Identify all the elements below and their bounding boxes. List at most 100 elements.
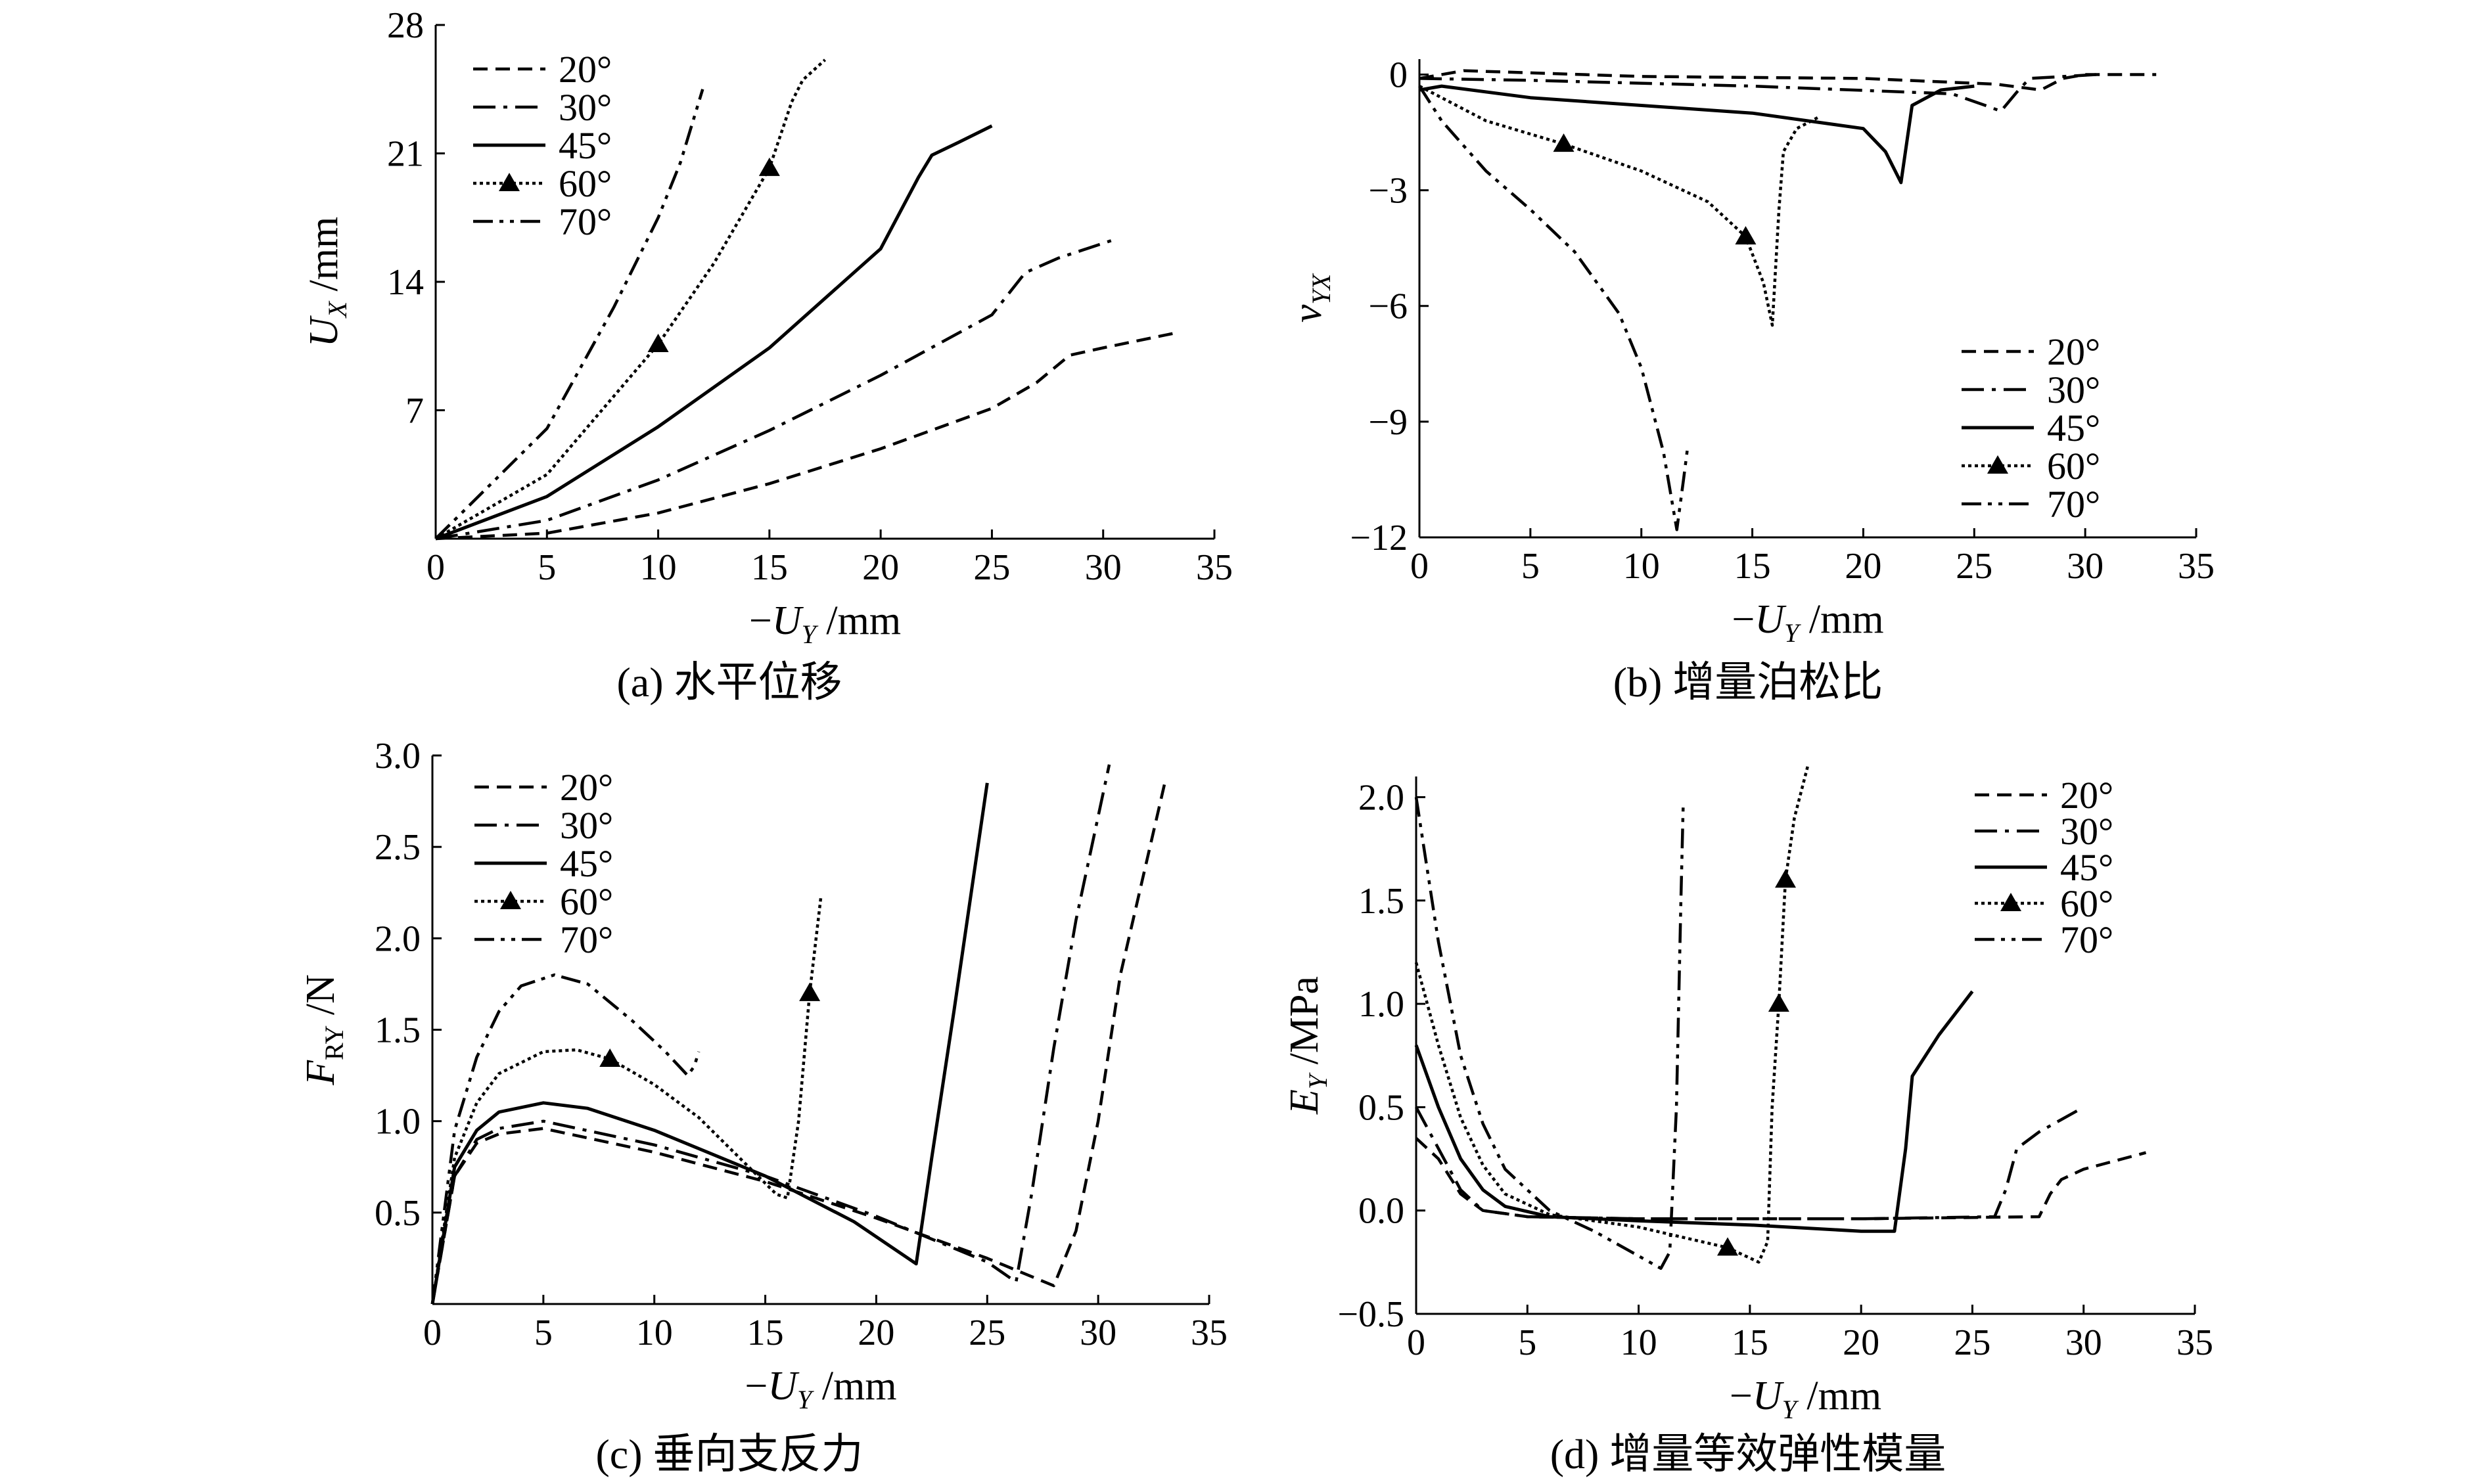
series-line-45deg <box>1419 84 1975 185</box>
x-tick-label: 0 <box>426 547 445 588</box>
x-tick-label: 30 <box>2067 546 2104 587</box>
y-axis-label-sub: RY <box>319 1025 349 1060</box>
y-tick-label: 1.0 <box>1358 984 1404 1025</box>
series-marker-60deg <box>1717 1237 1738 1256</box>
legend-marker <box>499 173 520 191</box>
legend-label-60deg: 60° <box>559 162 612 205</box>
legend-label-20deg: 20° <box>2060 774 2113 817</box>
x-axis-label-main: − <box>1732 597 1755 642</box>
y-tick-label: 0.5 <box>375 1193 421 1234</box>
series-marker-60deg <box>1775 869 1797 888</box>
legend-label-45deg: 45° <box>2060 846 2113 889</box>
panel-d-caption: (d) 增量等效弹性模量 <box>1550 1431 1946 1477</box>
series-line-60deg <box>1414 765 1810 1264</box>
x-axis-label-unit: /mm <box>1797 1374 1881 1418</box>
legend-label-60deg: 60° <box>2047 445 2100 487</box>
y-axis-label-sub: Y <box>1303 1072 1333 1089</box>
x-tick-label: 25 <box>1956 546 1992 587</box>
x-axis-label: −UY /mm <box>749 598 901 649</box>
x-tick-label: 30 <box>1085 547 1122 588</box>
x-axis-label-sub: Y <box>1782 1395 1799 1424</box>
y-tick-label: 7 <box>405 391 424 432</box>
x-tick-label: 0 <box>1407 1322 1425 1363</box>
series-line-45deg <box>430 782 989 1305</box>
legend-label-70deg: 70° <box>2060 918 2113 961</box>
series-line-30deg <box>430 764 1111 1305</box>
legend-label-45deg: 45° <box>560 842 613 885</box>
x-tick-label: 5 <box>534 1313 553 1353</box>
panel-b-plot-area: 0 5 10 15 20 25 30 35 0 −3 −6 −9 −12 −UY /mm νYX 20°30°… <box>1285 55 2215 648</box>
x-axis-label-main: − <box>749 598 772 643</box>
y-tick-label: 0.0 <box>1358 1191 1404 1232</box>
x-axis-label-unit: /mm <box>1799 597 1883 642</box>
x-tick-label: 25 <box>1954 1322 1990 1363</box>
legend-marker <box>2000 893 2021 911</box>
y-tick-label: −9 <box>1368 402 1408 443</box>
x-axis-label-unit: /mm <box>816 598 901 643</box>
y-tick-label: 1.5 <box>375 1010 421 1051</box>
legend-label-30deg: 30° <box>559 86 612 129</box>
x-axis-label: −UY /mm <box>1732 597 1883 648</box>
y-tick-label: 0.5 <box>1358 1087 1404 1128</box>
series-marker-60deg <box>1553 133 1575 152</box>
y-axis-label: νYX <box>1285 273 1336 323</box>
legend-marker <box>1987 455 2008 474</box>
y-axis-label-var: F <box>298 1060 343 1086</box>
legend-label-60deg: 60° <box>2060 882 2113 925</box>
y-axis-label-var: E <box>1282 1089 1327 1115</box>
series-line-30deg <box>1419 73 2097 113</box>
y-axis-label: FRY /N <box>298 974 349 1086</box>
y-tick-label: 0 <box>1389 55 1408 95</box>
x-axis-label: −UY /mm <box>745 1364 896 1414</box>
series-marker-60deg <box>1735 226 1757 245</box>
y-axis-label-unit: /MPa <box>1282 976 1327 1075</box>
series-line-20deg <box>435 331 1175 541</box>
series-marker-60deg <box>647 333 669 352</box>
x-tick-label: 15 <box>747 1313 784 1353</box>
series-marker-60deg <box>1768 993 1789 1012</box>
y-tick-label: 2.0 <box>375 918 421 959</box>
series-marker-60deg <box>799 982 821 1001</box>
x-tick-label: 20 <box>862 547 899 588</box>
legend-label-70deg: 70° <box>2047 483 2100 526</box>
legend-label-30deg: 30° <box>2060 810 2113 853</box>
x-tick-label: 10 <box>1623 546 1660 587</box>
series-line-70deg <box>1418 85 1690 531</box>
x-axis-label-var: U <box>772 598 804 643</box>
legend-label-45deg: 45° <box>559 124 612 167</box>
x-axis-label-sub: Y <box>802 619 819 649</box>
panel-c-vertical-reaction-force: 0 5 10 15 20 25 30 35 0.5 1.0 1.5 2.0 2.5 3.0 −UY /mm F… <box>298 736 1228 1477</box>
y-tick-label: 1.0 <box>375 1102 421 1142</box>
x-axis-label-var: U <box>768 1364 800 1408</box>
series-line-30deg <box>1415 1106 2084 1221</box>
series-line-20deg <box>430 782 1166 1305</box>
y-tick-label: −3 <box>1368 171 1408 212</box>
legend-label-20deg: 20° <box>559 48 612 91</box>
x-axis-label-var: U <box>1753 1374 1785 1418</box>
y-tick-label: 3.0 <box>375 736 421 776</box>
series-line-70deg <box>1414 797 1685 1270</box>
panel-b-caption: (b) 增量泊松比 <box>1613 659 1883 706</box>
series-line-60deg <box>434 58 827 540</box>
x-axis-label-sub: Y <box>797 1385 814 1414</box>
x-tick-label: 5 <box>1521 546 1540 587</box>
series-marker-60deg <box>758 157 780 176</box>
x-tick-label: 10 <box>636 1313 673 1353</box>
x-tick-label: 0 <box>423 1313 442 1353</box>
y-tick-label: −6 <box>1368 286 1408 327</box>
y-axis-label-var: ν <box>1285 304 1330 323</box>
series-line-45deg <box>435 124 993 541</box>
y-tick-label: 21 <box>387 134 424 175</box>
legend-label-30deg: 30° <box>560 804 613 847</box>
y-tick-label: 14 <box>387 262 424 303</box>
y-tick-label: 28 <box>387 5 424 46</box>
y-axis-label-var: U <box>302 315 346 347</box>
x-tick-label: 5 <box>538 547 556 588</box>
y-axis-label: EY /MPa <box>1282 976 1333 1115</box>
series-line-70deg <box>430 973 701 1305</box>
series-line-70deg <box>434 89 704 540</box>
x-tick-label: 35 <box>2176 1322 2213 1363</box>
